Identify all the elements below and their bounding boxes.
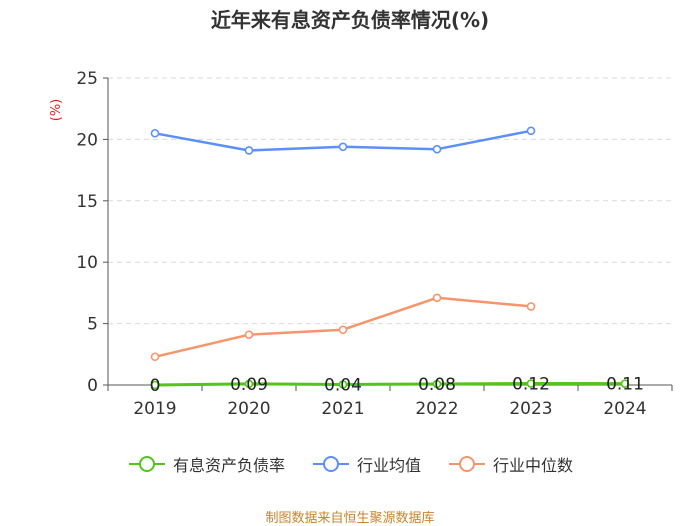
data-point [526,126,536,136]
data-label: 0.12 [512,375,550,395]
data-label: 0.09 [230,375,268,395]
legend-item[interactable]: 有息资产负债率 [127,452,285,476]
legend: 有息资产负债率 行业均值 行业中位数 [0,452,700,476]
y-tick-label: 15 [76,192,98,212]
y-tick-label: 5 [87,315,98,335]
x-tick-label: 2023 [509,399,552,419]
y-tick-label: 10 [76,253,98,273]
data-point [150,352,160,362]
source-note: 制图数据来自恒生聚源数据库 [265,511,435,526]
legend-label: 有息资产负债率 [172,456,285,475]
x-tick-label: 2021 [321,399,364,419]
y-tick-label: 0 [87,376,98,396]
series-line [154,382,626,387]
data-point [432,144,442,154]
legend-item[interactable]: 行业均值 [311,452,421,476]
legend-line-marker-icon [312,456,349,472]
y-tick-label: 20 [76,130,98,150]
data-point [244,379,254,389]
data-label: 0.08 [418,375,456,395]
data-point [150,128,160,138]
data-point [526,379,536,388]
data-point [432,293,442,303]
legend-label: 行业中位数 [493,456,574,475]
data-point [338,325,348,335]
data-point [432,379,442,389]
data-label: 0.11 [606,375,644,395]
x-tick-label: 2024 [603,399,646,419]
data-point [338,142,348,152]
legend-label: 行业均值 [356,456,421,475]
legend-item[interactable]: 行业中位数 [447,452,573,476]
data-point [526,302,536,311]
data-label: 0.04 [324,376,362,396]
data-point [244,146,254,155]
x-tick-label: 2022 [415,399,458,419]
data-point [620,379,630,388]
chart-title: 近年来有息资产负债率情况(%) [210,8,490,32]
legend-line-marker-icon [128,456,165,472]
x-tick-label: 2020 [227,399,270,419]
y-tick-label: 25 [76,69,98,89]
y-axis-label: (%) [49,99,64,122]
x-tick-label: 2019 [133,399,176,419]
data-point [244,330,254,339]
legend-line-marker-icon [449,456,485,472]
plot-area: 0 5 10 15 20 25 (%) 2019 2020 2021 2022 2023 2024 0 0.… [49,69,673,419]
data-point [150,380,160,390]
data-point [338,380,348,389]
data-label: 0 [150,376,161,396]
